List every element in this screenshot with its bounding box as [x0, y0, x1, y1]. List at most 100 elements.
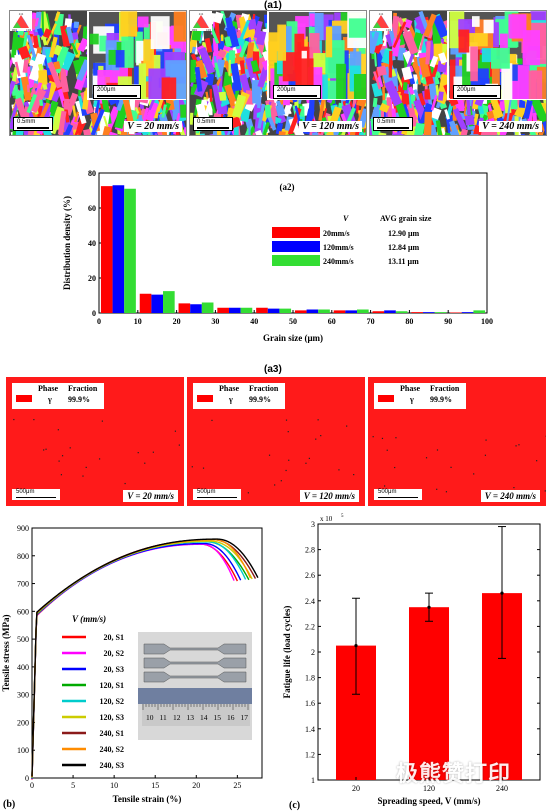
ebsd-grain [41, 11, 45, 34]
ebsd-grain [449, 129, 460, 135]
phase-speck [124, 482, 126, 485]
ebsd-grain [414, 57, 422, 85]
legend-value: 12.84 μm [388, 243, 420, 252]
ebsd-grain [257, 103, 266, 129]
ebsd-grain [311, 131, 321, 135]
ipf-label: 101 [26, 28, 32, 32]
x-axis-label: Spreading speed, V (mm/s) [377, 796, 480, 806]
phase-caption: V = 240 mm/s [480, 490, 540, 502]
ebsd-inset-grain [148, 68, 166, 99]
chart-title: (a2) [280, 182, 295, 192]
ebsd-grain [36, 27, 44, 37]
bar-20mm/s [100, 186, 113, 313]
phase-swatch [197, 395, 213, 402]
legend-label: 20, S2 [104, 649, 124, 658]
ebsd-grain [408, 88, 412, 109]
ebsd-grain [75, 100, 87, 125]
ebsd-grain [438, 52, 448, 64]
ipf-label: 111 [199, 12, 204, 16]
ebsd-inset-grain [491, 59, 500, 99]
y-tick-label: 400 [17, 663, 29, 672]
phase-legend: Phase Fraction γ 99.9% [374, 383, 466, 409]
phase-speck [211, 419, 213, 422]
ebsd-grain [264, 104, 272, 118]
ebsd-inset-grain [116, 41, 126, 57]
ebsd-grain [26, 34, 37, 58]
ebsd-inset-grain [540, 25, 546, 64]
bar-20mm/s [333, 310, 346, 313]
panel-label-a1: (a1) [264, 0, 282, 11]
bar-240mm/s [357, 309, 369, 313]
bar-240mm/s [163, 291, 175, 313]
ebsd-grain [403, 18, 413, 29]
ebsd-grain [104, 106, 121, 132]
phase-speck [137, 452, 139, 454]
ebsd-grain [423, 13, 437, 37]
phase-header: Phase [38, 384, 58, 393]
y-tick-label: 200 [17, 718, 29, 727]
ebsd-grain [370, 31, 380, 55]
y-tick-label: 1.8 [305, 674, 315, 683]
ebsd-grain [77, 37, 89, 53]
ebsd-grain [205, 91, 209, 99]
ebsd-inset-grain [353, 73, 366, 99]
ipf-label: 001 [372, 28, 378, 32]
y-tick-label: 1.6 [305, 699, 315, 708]
ebsd-grain [435, 120, 445, 135]
ebsd-inset-grain [286, 21, 298, 58]
ipf-triangle: 111 001 101 [370, 11, 392, 32]
ebsd-grain [430, 94, 438, 111]
phase-swatch [378, 395, 394, 402]
fraction-header: Fraction [430, 384, 460, 393]
x-tick-label: 240 [496, 784, 508, 793]
ipf-triangle: 111 001 101 [10, 11, 32, 32]
ebsd-inset-grain [161, 77, 177, 99]
legend-value: 12.90 μm [388, 229, 420, 238]
ebsd-caption: V = 240 mm/s [479, 121, 542, 132]
phase-header: Phase [400, 384, 420, 393]
ebsd-grain [26, 84, 30, 93]
ebsd-grain [490, 98, 504, 119]
phase-scale-line [197, 497, 237, 498]
bar-120mm/s [151, 294, 164, 313]
multiplier-label: x 10 [320, 515, 333, 523]
scale-bar-label: 0.5mm [197, 119, 216, 125]
ruler-number: 14 [200, 713, 208, 722]
ebsd-grain [486, 110, 495, 120]
phase-symbol: γ [48, 395, 52, 404]
scale-bar-main: 0.5mm [193, 117, 233, 131]
ebsd-caption: V = 120 mm/s [299, 121, 362, 132]
y-axis-label: Distribution density (%) [62, 196, 72, 290]
ebsd-grain [76, 59, 91, 82]
ebsd-grain [293, 127, 311, 135]
ebsd-inset-grain [340, 12, 350, 24]
phase-scale-label: 500μm [378, 489, 397, 495]
ebsd-grain [134, 106, 140, 114]
ebsd-grain [423, 111, 433, 135]
ipf-shape-blue [201, 15, 209, 28]
ebsd-grain [20, 76, 32, 101]
bar-20mm/s [294, 310, 307, 313]
ebsd-inset-grain [150, 16, 170, 50]
ebsd-grain [417, 92, 426, 106]
ebsd-inset-grain [295, 16, 316, 28]
phase-caption: V = 120 mm/s [299, 490, 359, 502]
ebsd-grain [212, 37, 219, 63]
ebsd-grain [218, 91, 227, 101]
phase-speck [394, 466, 396, 469]
phase-speck [315, 438, 317, 440]
ebsd-grain [530, 96, 546, 124]
y-tick-label: 700 [17, 580, 29, 589]
bar-120mm/s [384, 310, 396, 313]
ebsd-inset-grain [277, 24, 287, 61]
ebsd-grain [407, 103, 418, 127]
ebsd-grain [424, 89, 431, 100]
ebsd-grain [74, 111, 80, 123]
phase-speck [288, 459, 290, 461]
x-tick-label: 10 [110, 781, 118, 790]
ebsd-grain [54, 11, 61, 22]
ebsd-inset-grain [522, 30, 541, 66]
bar-120mm/s [345, 310, 358, 313]
ebsd-inset-grain [300, 36, 308, 47]
specimen [143, 671, 247, 683]
